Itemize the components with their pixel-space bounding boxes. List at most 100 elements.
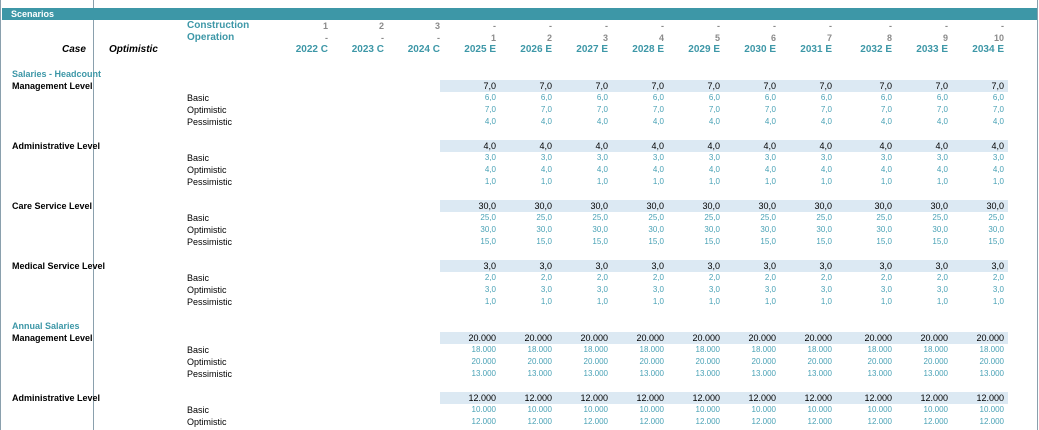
scenario-cell[interactable]: 25,0 — [932, 213, 948, 222]
scenario-cell[interactable]: 3,0 — [596, 153, 608, 162]
total-cell[interactable]: 30,0 — [534, 201, 552, 211]
scenario-cell[interactable]: 30,0 — [536, 225, 552, 234]
scenario-cell[interactable]: 4,0 — [820, 117, 832, 126]
scenario-cell[interactable]: 2,0 — [992, 273, 1004, 282]
scenario-cell[interactable]: 1,0 — [708, 177, 720, 186]
scenario-cell[interactable]: 1,0 — [820, 177, 832, 186]
scenario-cell[interactable]: 1,0 — [880, 297, 892, 306]
scenario-cell[interactable]: 4,0 — [652, 165, 664, 174]
scenario-cell[interactable]: 12.000 — [807, 417, 832, 426]
scenario-cell[interactable]: 20.000 — [639, 357, 664, 366]
scenario-cell[interactable]: 30,0 — [988, 225, 1004, 234]
scenario-cell[interactable]: 18.000 — [527, 345, 552, 354]
scenario-cell[interactable]: 3,0 — [708, 153, 720, 162]
scenario-cell[interactable]: 13.000 — [923, 369, 948, 378]
total-cell[interactable]: 4,0 — [707, 141, 720, 151]
total-cell[interactable]: 4,0 — [991, 141, 1004, 151]
total-cell[interactable]: 7,0 — [707, 81, 720, 91]
total-cell[interactable]: 7,0 — [539, 81, 552, 91]
total-cell[interactable]: 12.000 — [468, 393, 496, 403]
total-cell[interactable]: 4,0 — [763, 141, 776, 151]
scenario-cell[interactable]: 4,0 — [936, 117, 948, 126]
total-cell[interactable]: 20.000 — [468, 333, 496, 343]
scenario-cell[interactable]: 18.000 — [583, 345, 608, 354]
scenario-cell[interactable]: 3,0 — [880, 153, 892, 162]
scenario-cell[interactable]: 18.000 — [867, 345, 892, 354]
scenario-cell[interactable]: 3,0 — [820, 285, 832, 294]
total-cell[interactable]: 20.000 — [524, 333, 552, 343]
scenario-cell[interactable]: 12.000 — [923, 417, 948, 426]
scenario-cell[interactable]: 30,0 — [592, 225, 608, 234]
scenario-cell[interactable]: 1,0 — [936, 177, 948, 186]
total-cell[interactable]: 12.000 — [636, 393, 664, 403]
scenario-cell[interactable]: 12.000 — [527, 417, 552, 426]
scenario-cell[interactable]: 20.000 — [807, 357, 832, 366]
scenario-cell[interactable]: 15,0 — [536, 237, 552, 246]
scenario-cell[interactable]: 13.000 — [867, 369, 892, 378]
total-cell[interactable]: 7,0 — [595, 81, 608, 91]
scenario-cell[interactable]: 20.000 — [471, 357, 496, 366]
scenario-cell[interactable]: 7,0 — [820, 105, 832, 114]
scenario-cell[interactable]: 13.000 — [695, 369, 720, 378]
scenario-cell[interactable]: 30,0 — [876, 225, 892, 234]
scenario-cell[interactable]: 3,0 — [764, 153, 776, 162]
scenario-cell[interactable]: 30,0 — [704, 225, 720, 234]
total-cell[interactable]: 4,0 — [935, 141, 948, 151]
case-value[interactable]: Optimistic — [109, 44, 158, 55]
scenario-cell[interactable]: 25,0 — [816, 213, 832, 222]
total-cell[interactable]: 3,0 — [483, 261, 496, 271]
scenario-cell[interactable]: 18.000 — [695, 345, 720, 354]
scenario-cell[interactable]: 3,0 — [936, 153, 948, 162]
scenario-cell[interactable]: 1,0 — [596, 297, 608, 306]
scenario-cell[interactable]: 6,0 — [880, 93, 892, 102]
total-cell[interactable]: 30,0 — [930, 201, 948, 211]
scenario-cell[interactable]: 3,0 — [596, 285, 608, 294]
total-cell[interactable]: 3,0 — [991, 261, 1004, 271]
total-cell[interactable]: 20.000 — [804, 333, 832, 343]
total-cell[interactable]: 12.000 — [748, 393, 776, 403]
scenario-cell[interactable]: 2,0 — [764, 273, 776, 282]
total-cell[interactable]: 3,0 — [935, 261, 948, 271]
scenario-cell[interactable]: 3,0 — [992, 285, 1004, 294]
scenario-cell[interactable]: 4,0 — [540, 117, 552, 126]
scenario-cell[interactable]: 1,0 — [540, 177, 552, 186]
scenario-cell[interactable]: 15,0 — [704, 237, 720, 246]
scenario-cell[interactable]: 1,0 — [992, 297, 1004, 306]
scenario-cell[interactable]: 10.000 — [923, 405, 948, 414]
total-cell[interactable]: 12.000 — [804, 393, 832, 403]
total-cell[interactable]: 30,0 — [478, 201, 496, 211]
scenario-cell[interactable]: 2,0 — [820, 273, 832, 282]
scenario-cell[interactable]: 3,0 — [708, 285, 720, 294]
scenario-cell[interactable]: 7,0 — [936, 105, 948, 114]
scenario-cell[interactable]: 15,0 — [816, 237, 832, 246]
scenario-cell[interactable]: 1,0 — [820, 297, 832, 306]
scenario-cell[interactable]: 3,0 — [764, 285, 776, 294]
scenario-cell[interactable]: 20.000 — [695, 357, 720, 366]
total-cell[interactable]: 7,0 — [763, 81, 776, 91]
scenario-cell[interactable]: 4,0 — [992, 117, 1004, 126]
scenario-cell[interactable]: 4,0 — [708, 165, 720, 174]
scenario-cell[interactable]: 18.000 — [751, 345, 776, 354]
scenario-cell[interactable]: 25,0 — [536, 213, 552, 222]
scenario-cell[interactable]: 4,0 — [880, 117, 892, 126]
scenario-cell[interactable]: 25,0 — [480, 213, 496, 222]
scenario-cell[interactable]: 6,0 — [484, 93, 496, 102]
scenario-cell[interactable]: 7,0 — [540, 105, 552, 114]
scenario-cell[interactable]: 13.000 — [583, 369, 608, 378]
scenario-cell[interactable]: 4,0 — [540, 165, 552, 174]
scenario-cell[interactable]: 4,0 — [992, 165, 1004, 174]
scenario-cell[interactable]: 12.000 — [639, 417, 664, 426]
scenario-cell[interactable]: 12.000 — [751, 417, 776, 426]
scenario-cell[interactable]: 30,0 — [760, 225, 776, 234]
scenario-cell[interactable]: 3,0 — [652, 153, 664, 162]
total-cell[interactable]: 20.000 — [636, 333, 664, 343]
scenario-cell[interactable]: 13.000 — [471, 369, 496, 378]
total-cell[interactable]: 7,0 — [819, 81, 832, 91]
total-cell[interactable]: 12.000 — [580, 393, 608, 403]
scenario-cell[interactable]: 25,0 — [876, 213, 892, 222]
scenario-cell[interactable]: 12.000 — [979, 417, 1004, 426]
scenario-cell[interactable]: 30,0 — [816, 225, 832, 234]
scenario-cell[interactable]: 6,0 — [820, 93, 832, 102]
total-cell[interactable]: 12.000 — [692, 393, 720, 403]
total-cell[interactable]: 12.000 — [976, 393, 1004, 403]
